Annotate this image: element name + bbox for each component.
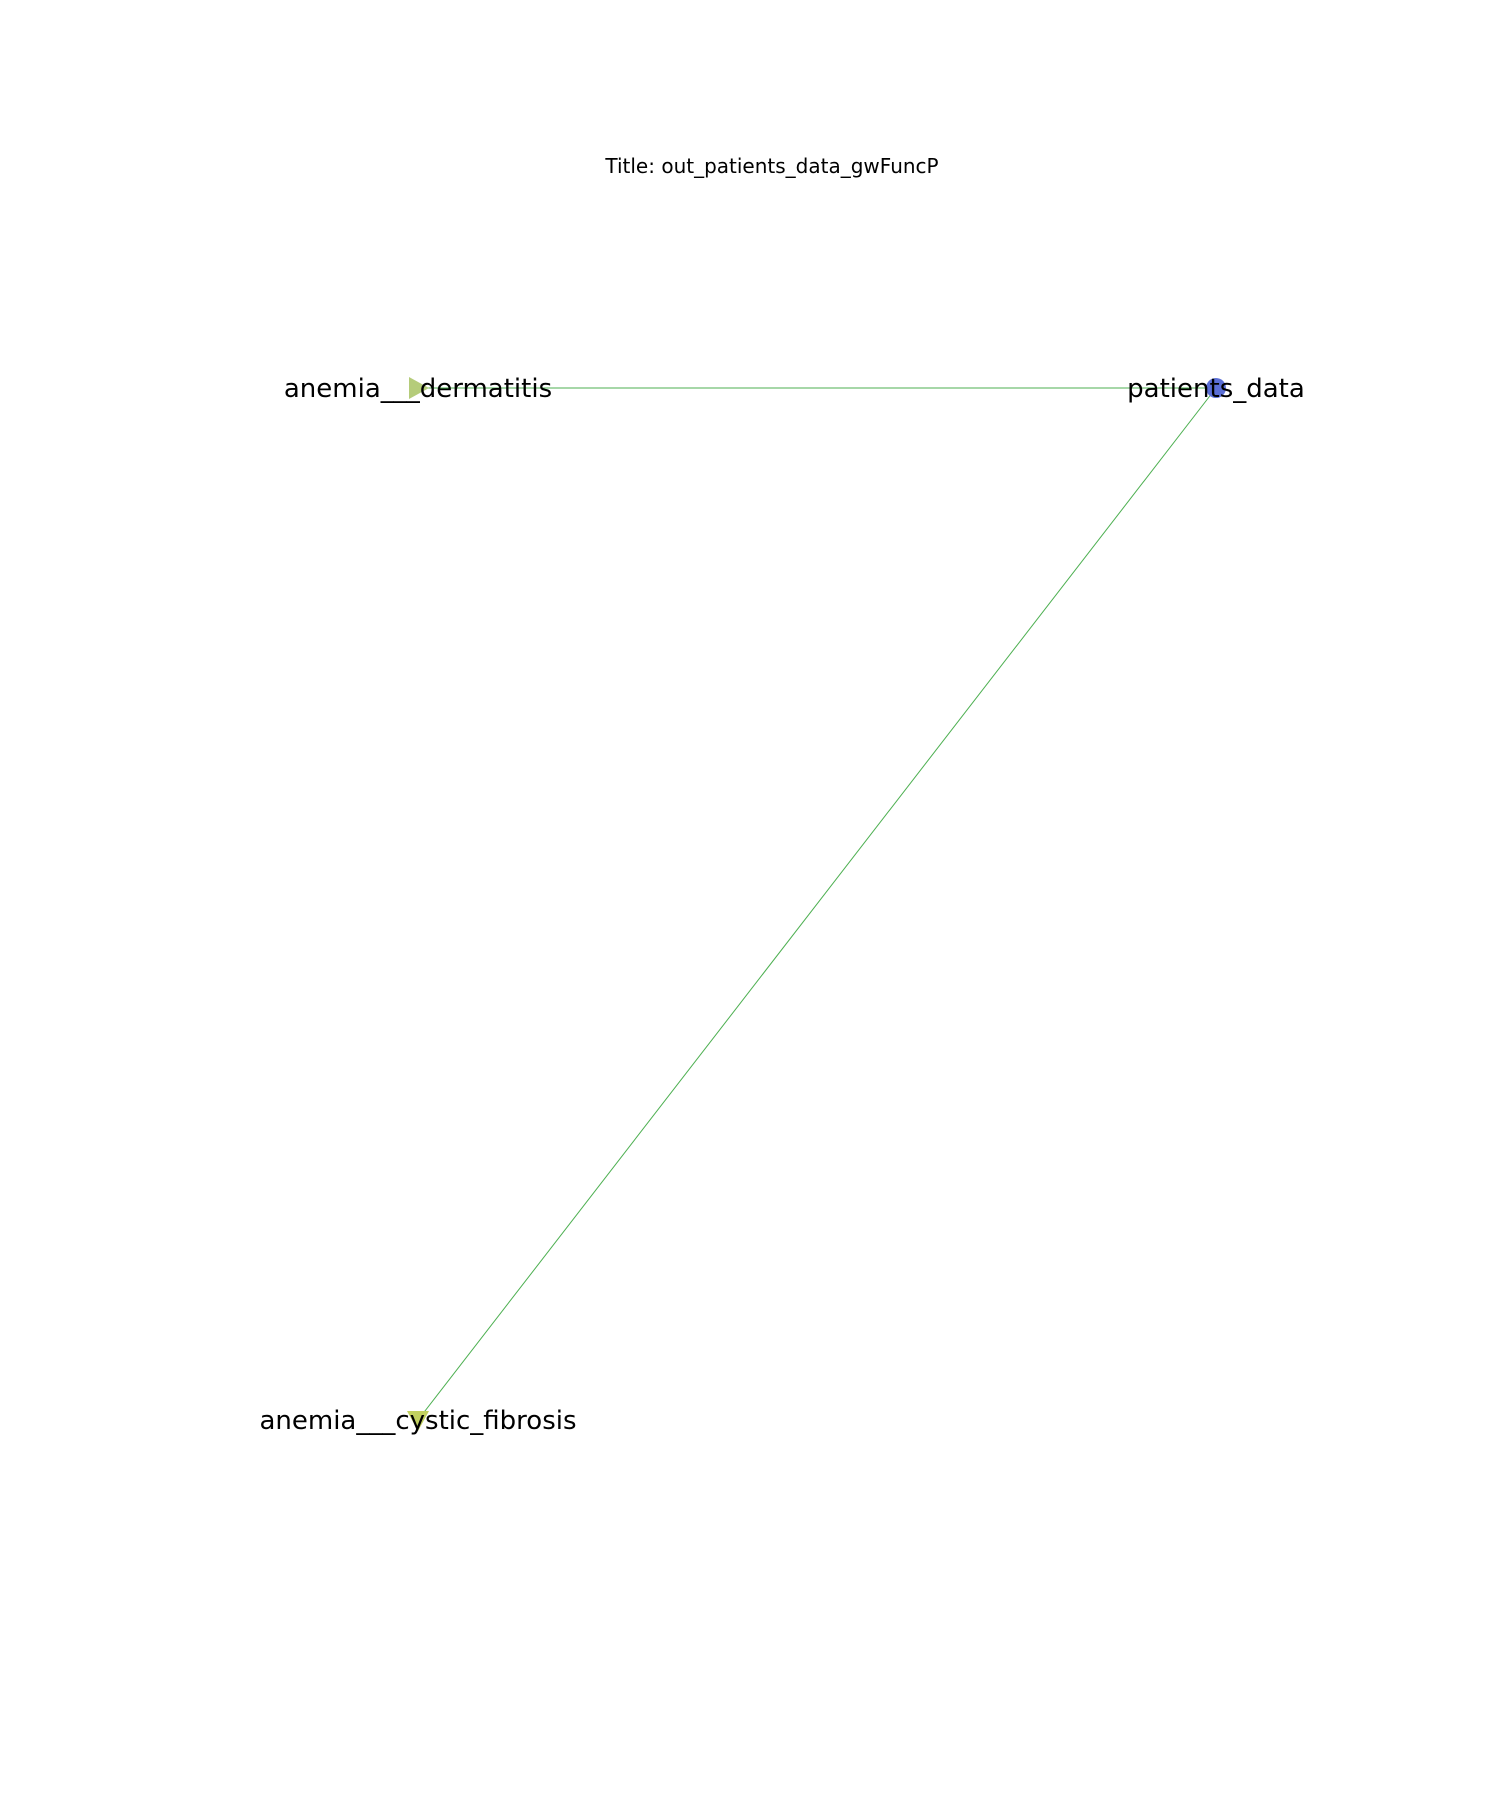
edges-layer (417, 387, 1217, 1421)
edge-anemia___cystic_fibrosis-to-patients_data (417, 387, 1217, 1421)
node-patients_data-marker (1206, 378, 1226, 398)
node-anemia___dermatitis-marker (409, 377, 429, 399)
diagram-title: Title: out_patients_data_gwFuncP (604, 154, 938, 178)
node-label-anemia___dermatitis: anemia___dermatitis (284, 374, 552, 404)
labels-layer: anemia___dermatitis patients_data anemia__… (259, 374, 1304, 1436)
node-label-anemia___cystic_fibrosis: anemia___cystic_fibrosis (259, 1406, 576, 1436)
node-label-patients_data: patients_data (1127, 374, 1305, 404)
node-anemia___cystic_fibrosis-marker (407, 1411, 429, 1431)
nodes-layer (407, 377, 1226, 1431)
